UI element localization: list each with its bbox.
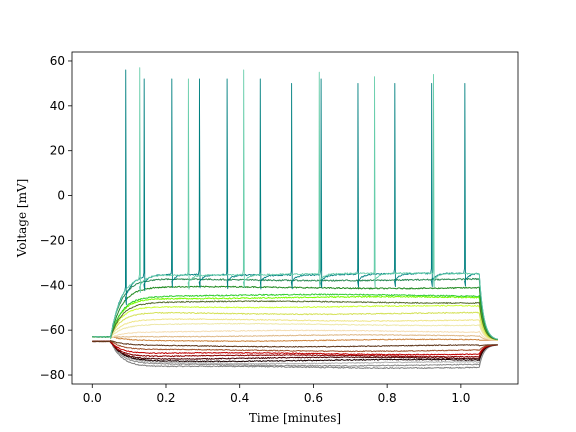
voltage-trace [92,311,498,341]
voltage-trace [92,304,498,341]
voltage-trace [92,329,498,341]
voltage-trace [92,69,498,340]
y-tick-label: −20 [40,233,65,247]
voltage-trace [92,333,498,341]
x-tick-label: 0.8 [378,391,397,405]
voltage-trace [92,67,498,340]
voltage-trace [92,336,498,343]
voltage-trace [92,340,498,348]
voltage-trace [92,340,498,358]
x-tick-label: 0.6 [304,391,323,405]
x-axis-label: Time [minutes] [249,411,341,425]
x-tick-label: 0.0 [83,391,102,405]
voltage-trace [92,318,498,341]
voltage-trace [92,339,498,367]
voltage-trace [92,293,498,341]
x-axis-ticks: 0.0 0.2 0.4 0.6 0.8 1.0 [83,384,470,405]
x-tick-label: 0.2 [156,391,175,405]
voltage-trace [92,340,498,356]
voltage-trace [92,322,498,341]
voltage-trace [92,277,498,340]
y-tick-label: −40 [40,278,65,292]
y-tick-label: 60 [50,54,65,68]
voltage-trace [92,340,498,370]
y-axis-label: Voltage [mV] [15,179,29,259]
y-axis-ticks: −80 −60 −40 −20 0 20 40 60 [40,54,72,382]
voltage-traces [91,67,498,370]
x-tick-label: 0.4 [230,391,249,405]
voltage-trace [91,339,498,353]
voltage-trace [92,340,498,363]
x-tick-label: 1.0 [451,391,470,405]
y-tick-label: 40 [50,99,65,113]
voltage-trace [92,340,498,360]
plot-frame [71,51,519,385]
y-tick-label: 20 [50,144,65,158]
voltage-trace [92,295,498,341]
voltage-trace [92,340,498,365]
y-tick-label: −80 [40,368,65,382]
voltage-trace [92,285,498,340]
y-tick-label: 0 [57,189,65,203]
y-tick-label: −60 [40,323,65,337]
voltage-trace [92,300,498,341]
